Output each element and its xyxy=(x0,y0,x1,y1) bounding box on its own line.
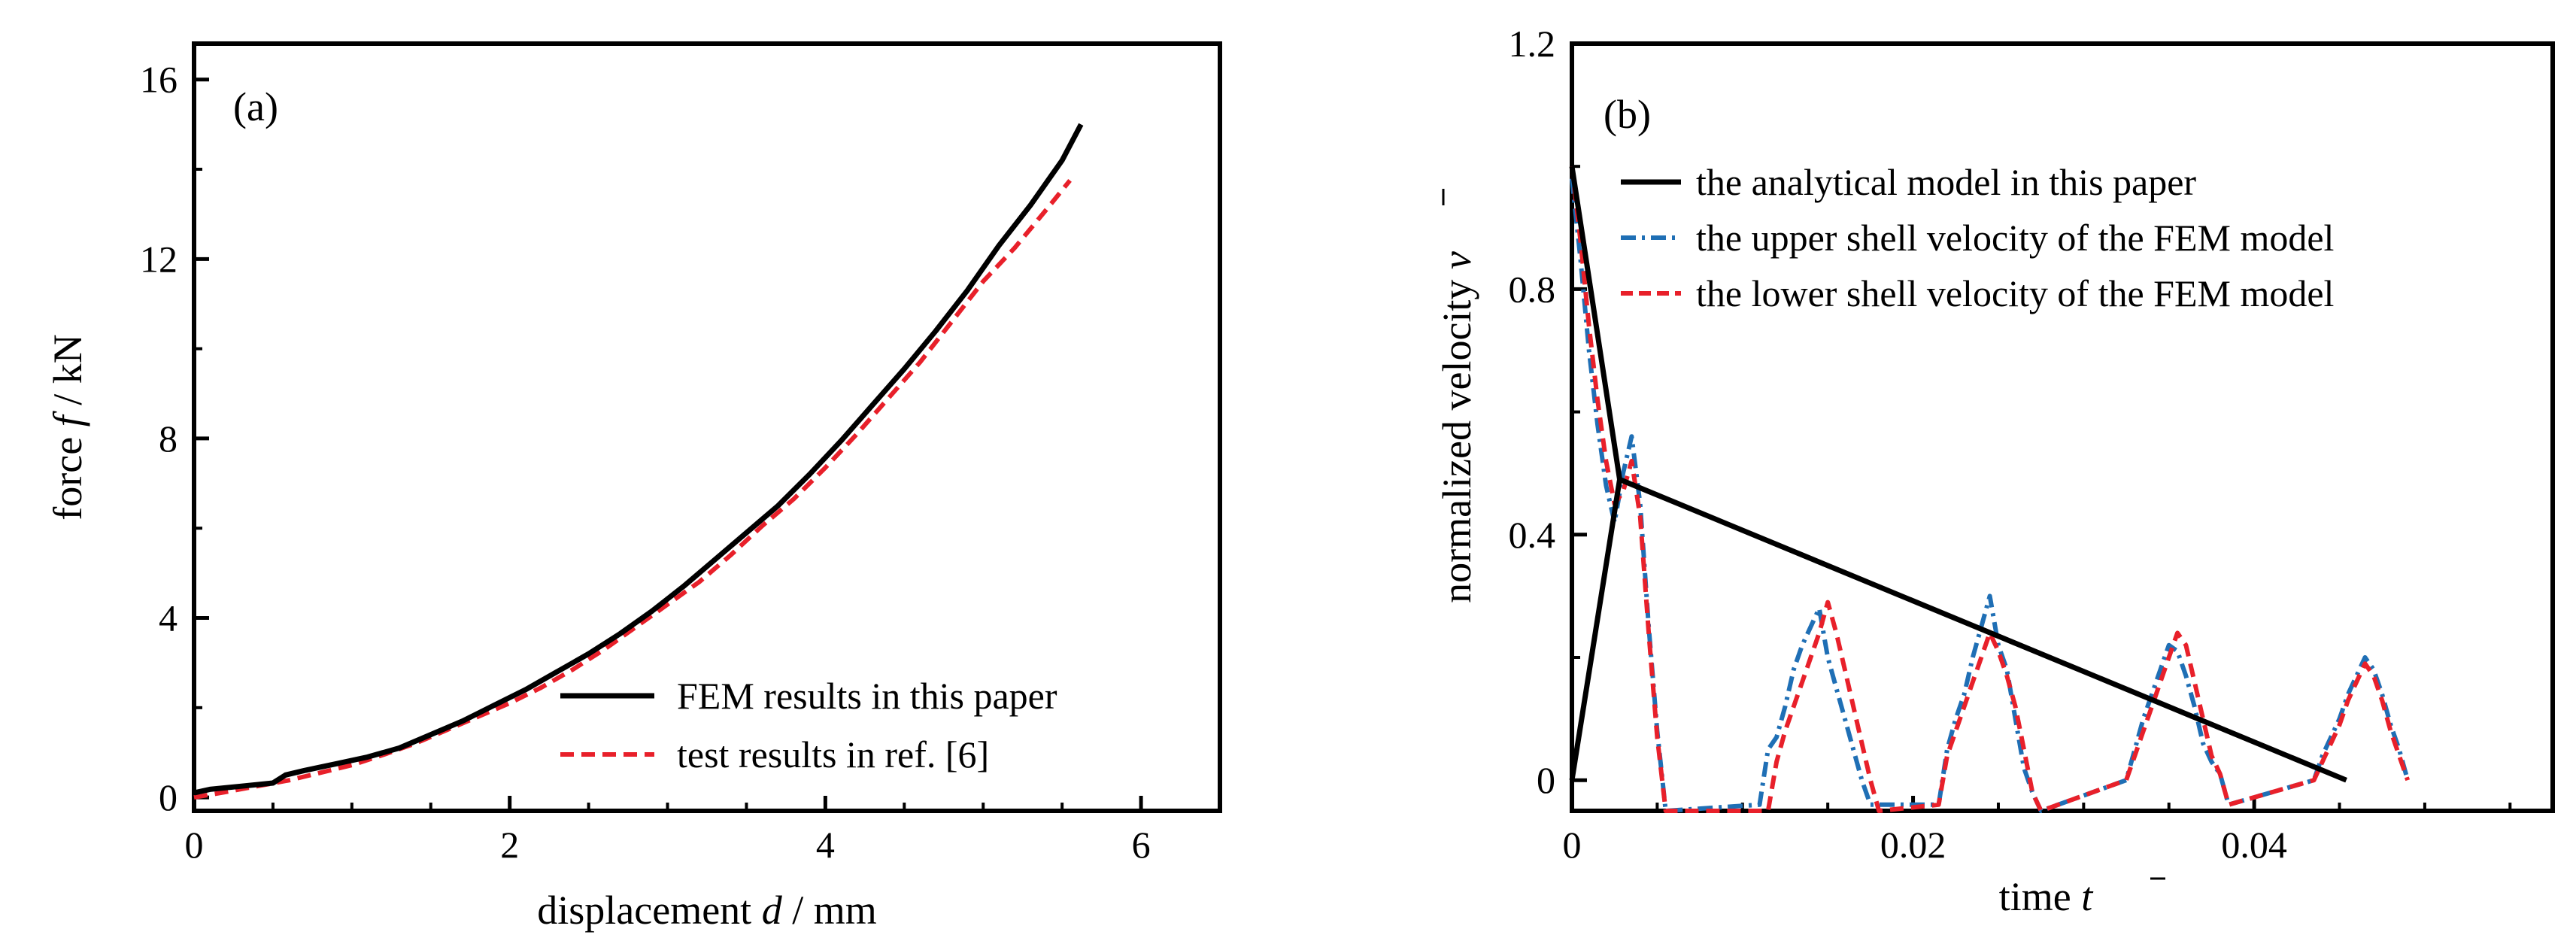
x-tick-label-b-2: 0.04 xyxy=(2221,824,2287,866)
x-tick-label-b-0: 0 xyxy=(1563,824,1582,866)
series-line-a-1 xyxy=(193,179,1072,800)
legend-label-fem: FEM results in this paper xyxy=(677,675,1057,717)
y-axis-label-b-var: v xyxy=(1434,251,1479,269)
y-axis-label-a: force f / kN xyxy=(45,334,90,520)
y-tick-label-b-3: 1.2 xyxy=(1509,23,1556,65)
y-axis-label-b-text: normalized velocity xyxy=(1434,280,1479,603)
x-axis-label-a-unit: / mm xyxy=(792,888,877,933)
x-tick-label-a-1: 2 xyxy=(500,824,519,866)
chart-panel-a: 0 2 4 6 0 4 8 12 16 (a) displacement d / mm forc… xyxy=(45,41,1222,933)
tick-labels-a: 0 2 4 6 0 4 8 12 16 xyxy=(140,59,1151,866)
y-tick-label-a-4: 16 xyxy=(140,59,177,101)
y-axis-label-a-text: force xyxy=(45,437,90,521)
axis-ticks-a xyxy=(192,77,1221,811)
legend-label-analytical: the analytical model in this paper xyxy=(1696,161,2196,203)
panel-label-a: (a) xyxy=(233,84,278,129)
x-axis-label-a: displacement d / mm xyxy=(537,888,876,933)
legend-b: the analytical model in this paper the u… xyxy=(1621,161,2334,314)
y-tick-label-a-1: 4 xyxy=(159,597,177,639)
chart-panel-b: 0 0.02 0.04 0 0.4 0.8 1.2 (b) time t normalize… xyxy=(1434,23,2555,919)
legend-a: FEM results in this paper test results i… xyxy=(560,675,1057,776)
series-group-a xyxy=(193,123,1084,800)
legend-label-lower: the lower shell velocity of the FEM mode… xyxy=(1696,272,2334,314)
x-axis-label-a-var: d xyxy=(762,888,783,933)
series-group-b xyxy=(1569,165,2411,813)
x-axis-label-b: time t xyxy=(1999,874,2094,919)
x-tick-label-a-3: 6 xyxy=(1132,824,1151,866)
axis-ticks-b xyxy=(1570,41,2512,811)
series-line-a-0 xyxy=(193,123,1084,796)
y-tick-label-a-2: 8 xyxy=(159,417,177,460)
x-axis-label-b-text: time xyxy=(1999,874,2071,919)
x-tick-label-b-1: 0.02 xyxy=(1880,824,1946,866)
series-line-b-1 xyxy=(1569,478,1622,781)
y-axis-label-a-unit: / kN xyxy=(45,334,90,405)
plot-frame-b xyxy=(1570,41,2555,813)
legend-label-upper: the upper shell velocity of the FEM mode… xyxy=(1696,217,2334,259)
tick-labels-b: 0 0.02 0.04 0 0.4 0.8 1.2 xyxy=(1509,23,2287,866)
x-tick-label-a-0: 0 xyxy=(185,824,204,866)
panel-label-b: (b) xyxy=(1604,92,1651,137)
series-line-b-3 xyxy=(1570,165,2411,813)
y-tick-label-b-2: 0.8 xyxy=(1509,268,1556,310)
y-tick-label-b-0: 0 xyxy=(1537,759,1555,801)
x-tick-label-a-2: 4 xyxy=(816,824,835,866)
y-tick-label-a-3: 12 xyxy=(140,238,177,280)
x-axis-label-b-var: t xyxy=(2081,874,2094,919)
plot-frame-a xyxy=(192,41,1222,813)
legend-label-test: test results in ref. [6] xyxy=(677,733,989,776)
y-tick-label-b-1: 0.4 xyxy=(1509,514,1556,556)
y-axis-label-b: normalized velocity v xyxy=(1434,251,1479,603)
x-axis-label-a-text: displacement xyxy=(537,888,751,933)
y-tick-label-a-0: 0 xyxy=(159,776,177,818)
y-axis-label-a-var: f xyxy=(45,410,90,426)
